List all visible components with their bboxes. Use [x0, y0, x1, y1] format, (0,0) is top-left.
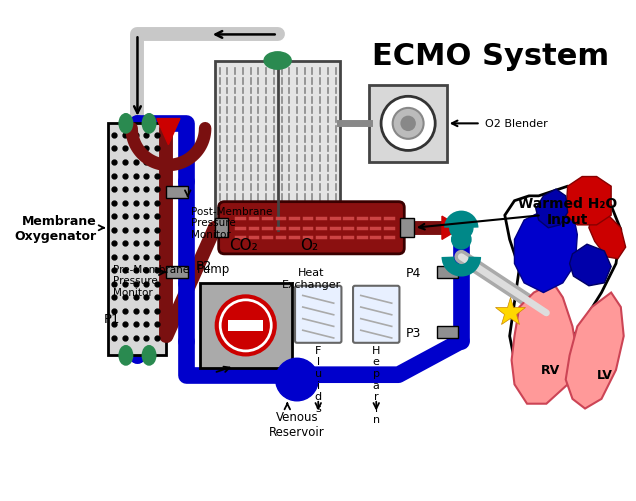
- Text: ECMO System: ECMO System: [372, 42, 609, 71]
- Text: P1: P1: [104, 312, 120, 325]
- Bar: [215, 218, 228, 238]
- FancyBboxPatch shape: [353, 286, 399, 343]
- Circle shape: [452, 230, 471, 249]
- Circle shape: [381, 97, 435, 151]
- Text: Heat
Exchanger: Heat Exchanger: [282, 268, 341, 290]
- Polygon shape: [505, 187, 621, 370]
- Polygon shape: [511, 283, 577, 404]
- Text: LV: LV: [597, 368, 612, 381]
- Polygon shape: [565, 177, 611, 225]
- Circle shape: [450, 217, 473, 240]
- Bar: [370, 86, 447, 163]
- Polygon shape: [565, 293, 624, 409]
- Bar: [167, 187, 188, 198]
- Ellipse shape: [119, 114, 133, 134]
- Circle shape: [221, 302, 270, 350]
- FancyBboxPatch shape: [219, 202, 404, 255]
- Text: P3: P3: [405, 326, 420, 339]
- Text: P4: P4: [405, 266, 420, 279]
- Text: Pump: Pump: [197, 263, 230, 276]
- Text: O2 Blender: O2 Blender: [485, 119, 548, 129]
- Text: Membrane
Oxygenator: Membrane Oxygenator: [15, 214, 104, 242]
- Text: O₂: O₂: [300, 238, 319, 253]
- Bar: [437, 327, 459, 338]
- Circle shape: [401, 116, 416, 132]
- Text: F
l
u
i
d
s: F l u i d s: [315, 345, 322, 413]
- Bar: [109, 124, 167, 356]
- Text: Warmed H₂O
Input: Warmed H₂O Input: [518, 196, 618, 226]
- Ellipse shape: [264, 53, 291, 70]
- Polygon shape: [589, 216, 626, 259]
- FancyBboxPatch shape: [295, 286, 342, 343]
- Ellipse shape: [142, 346, 156, 365]
- Text: Venous
Reservoir: Venous Reservoir: [269, 410, 325, 438]
- Polygon shape: [442, 217, 461, 240]
- Ellipse shape: [142, 114, 156, 134]
- Ellipse shape: [119, 346, 133, 365]
- Text: P2: P2: [195, 259, 212, 272]
- Circle shape: [275, 359, 318, 401]
- Text: Post-Membrane
Pressure
Monitor: Post-Membrane Pressure Monitor: [191, 206, 272, 239]
- Polygon shape: [157, 119, 180, 145]
- Polygon shape: [570, 244, 611, 286]
- Text: RV: RV: [541, 364, 560, 377]
- Bar: [437, 267, 459, 279]
- Bar: [200, 283, 292, 368]
- Bar: [401, 218, 414, 238]
- Text: H
e
p
a
r
i
n: H e p a r i n: [372, 345, 380, 424]
- Bar: [167, 267, 188, 279]
- Bar: [215, 62, 340, 230]
- Bar: [228, 320, 263, 332]
- Circle shape: [392, 109, 424, 140]
- Text: CO₂: CO₂: [230, 238, 258, 253]
- Polygon shape: [536, 190, 568, 228]
- Circle shape: [217, 297, 275, 355]
- Polygon shape: [515, 206, 577, 293]
- Text: Pre-Membrane
Pressure
Monitor: Pre-Membrane Pressure Monitor: [113, 264, 190, 297]
